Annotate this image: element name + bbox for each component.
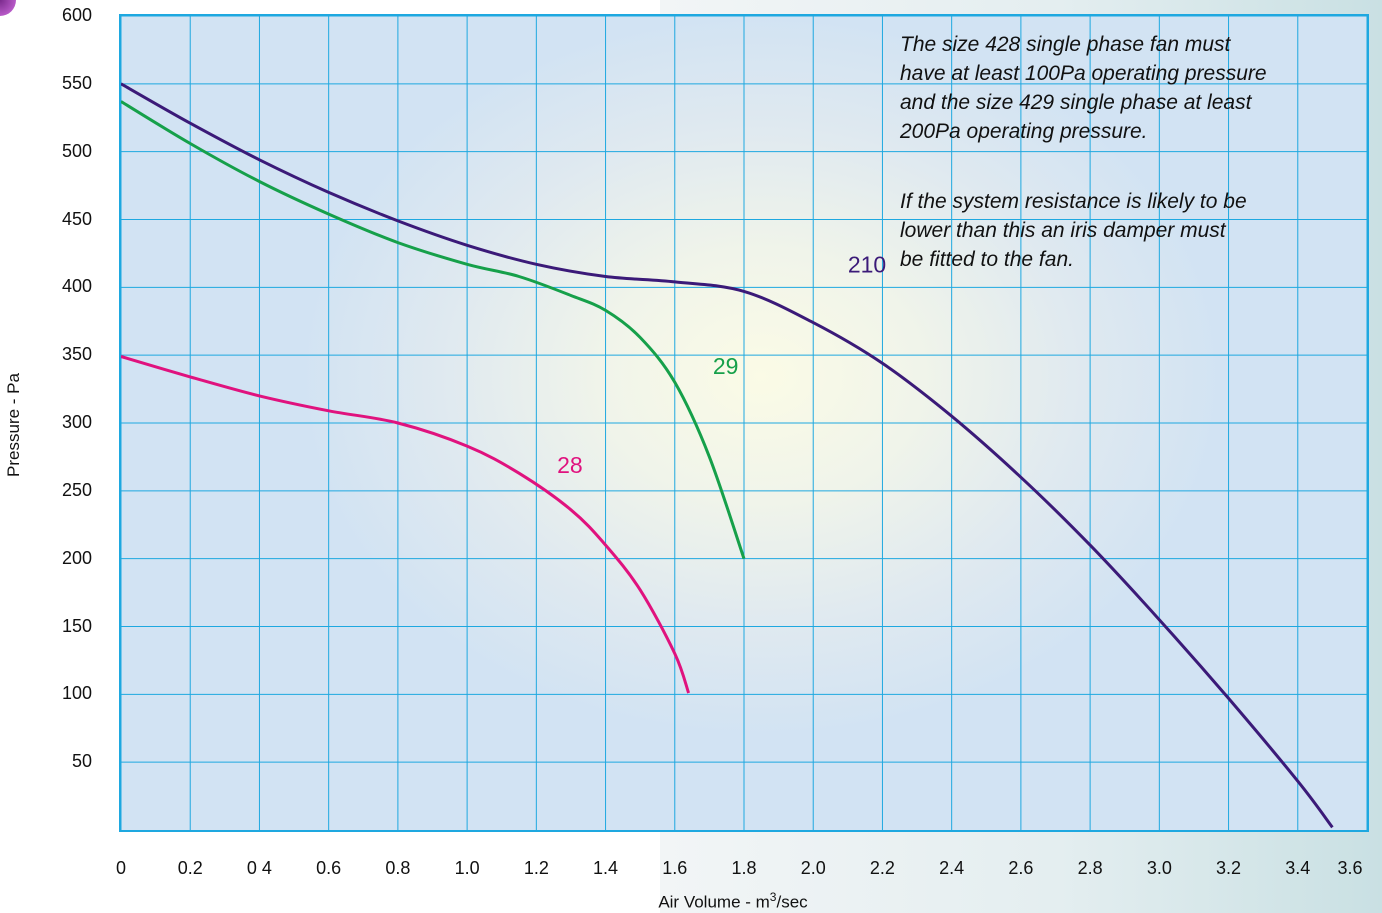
note-line: have at least 100Pa operating pressure	[900, 62, 1267, 85]
y-tick-label: 400	[61, 276, 92, 297]
x-tick-label: 0 4	[246, 858, 272, 878]
x-tick-label: 1.0	[454, 858, 480, 878]
x-axis-label: Air Volume - m3/sec	[658, 890, 807, 913]
x-tick-label: 1.8	[731, 858, 757, 878]
note-line: 200Pa operating pressure.	[900, 120, 1148, 143]
y-tick-label: 250	[61, 479, 92, 500]
series-line-29	[121, 100, 746, 560]
logo-corner-fragment	[0, 0, 16, 16]
x-tick-label: 3.6	[1337, 858, 1363, 878]
x-tick-label: 2.6	[1008, 858, 1034, 878]
note-line: be fitted to the fan.	[900, 248, 1074, 271]
x-tick-label: 1.6	[662, 858, 688, 878]
note-line: lower than this an iris damper must	[900, 219, 1226, 242]
series-label-28: 28	[557, 452, 583, 478]
note-pressure-requirement: The size 428 single phase fan must have …	[900, 30, 1340, 146]
y-axis-label: Pressure - Pa	[4, 373, 23, 477]
x-axis-label-unit: /sec	[776, 892, 808, 912]
x-tick-label: 0.2	[177, 858, 203, 878]
note-line: and the size 429 single phase at least	[900, 91, 1252, 114]
x-tick-label: 2.0	[800, 858, 826, 878]
x-tick-label: 2.2	[869, 858, 895, 878]
x-tick-label: 0.8	[385, 858, 411, 878]
chart-svg: 210 29 28	[121, 16, 1367, 830]
plot-area: 210 29 28	[119, 14, 1369, 832]
x-axis-label-main: Air Volume - m	[658, 892, 770, 912]
series-label-210: 210	[848, 251, 886, 277]
y-tick-label: 50	[71, 751, 92, 772]
y-tick-label: 550	[61, 72, 92, 93]
y-tick-label: 150	[61, 615, 92, 636]
x-tick-label: 2.8	[1077, 858, 1103, 878]
y-tick-label: 200	[61, 547, 92, 568]
x-tick-label: 1.4	[593, 858, 619, 878]
y-tick-label: 600	[61, 5, 92, 25]
x-tick-label: 3.4	[1285, 858, 1311, 878]
x-tick-label: 0.6	[316, 858, 342, 878]
x-axis-label-superscript: 3	[769, 890, 777, 904]
x-tick-label: 2.4	[939, 858, 965, 878]
note-iris-damper: If the system resistance is likely to be…	[900, 187, 1340, 274]
x-tick-label: 3.0	[1146, 858, 1172, 878]
y-tick-label: 300	[61, 412, 92, 432]
series-line-28	[121, 355, 691, 694]
y-tick-label: 500	[61, 140, 92, 161]
y-tick-label: 350	[61, 344, 92, 365]
x-tick-label: 0	[115, 858, 126, 878]
note-line: If the system resistance is likely to be	[900, 190, 1247, 213]
y-tick-label: 100	[61, 683, 92, 704]
series-line-210	[121, 82, 1334, 829]
series-label-29: 29	[713, 353, 739, 379]
x-tick-label: 3.2	[1216, 858, 1242, 878]
note-line: The size 428 single phase fan must	[900, 33, 1231, 56]
y-tick-label: 450	[61, 208, 92, 229]
x-tick-label: 1.2	[523, 858, 549, 878]
